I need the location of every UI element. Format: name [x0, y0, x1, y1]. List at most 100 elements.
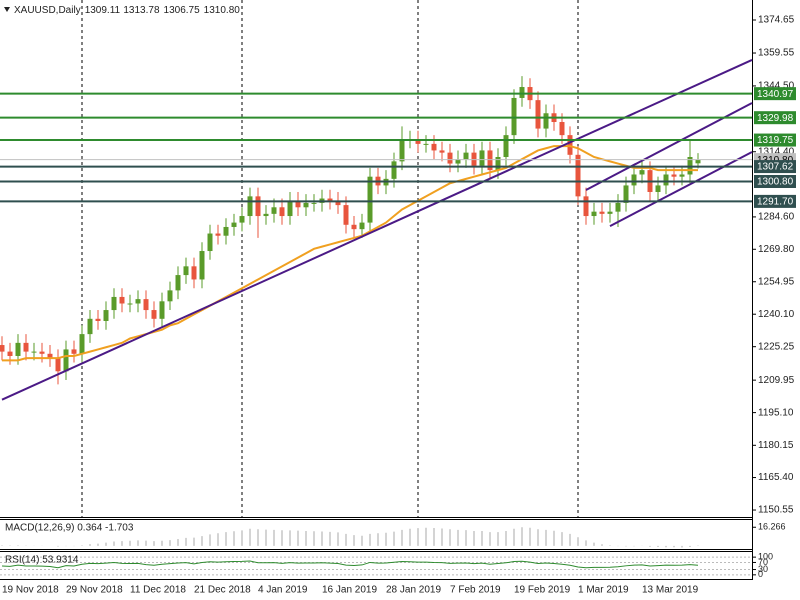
candle-body — [327, 198, 333, 201]
candle-body — [423, 143, 429, 145]
candle-body — [495, 156, 501, 171]
candle-body — [263, 213, 269, 217]
candle-body — [623, 185, 629, 203]
y-tick-label: 1359.55 — [758, 48, 795, 59]
candle-body — [519, 87, 525, 98]
x-tick-label: 1 Mar 2019 — [578, 585, 629, 596]
level-label-box — [754, 133, 796, 147]
candle-body — [103, 310, 109, 321]
candle-body — [95, 318, 101, 321]
x-tick-label: 11 Dec 2018 — [130, 585, 186, 596]
candle-body — [271, 207, 277, 214]
candle-body — [455, 159, 461, 164]
candle-body — [631, 174, 637, 186]
candle-body — [695, 159, 701, 164]
y-tick-label: 1344.50 — [758, 81, 795, 92]
candle-body — [247, 196, 253, 217]
candle-body — [199, 251, 205, 280]
candle-body — [567, 135, 573, 155]
y-tick-label: 1314.40 — [758, 146, 795, 157]
candle-body — [207, 233, 213, 252]
header-value: 1306.75 — [164, 5, 201, 16]
candle-body — [223, 226, 229, 236]
candle-body — [119, 296, 125, 304]
candle-body — [111, 296, 117, 311]
candle-body — [287, 200, 293, 217]
candle-body — [215, 233, 221, 236]
candle-body — [351, 224, 357, 230]
candle-body — [191, 266, 197, 280]
y-tick-label: 1269.80 — [758, 244, 795, 255]
candle-body — [367, 176, 373, 223]
level-label-box — [754, 160, 796, 174]
candle-body — [239, 216, 245, 223]
candle-body — [399, 139, 405, 162]
moving-average — [2, 145, 698, 362]
header-value: 1310.80 — [204, 5, 241, 16]
candle-body — [55, 358, 61, 372]
y-tick-label: 1195.10 — [758, 407, 794, 418]
level-label-box — [754, 111, 796, 125]
candle-body — [39, 351, 45, 354]
level-label: 1340.97 — [757, 89, 794, 100]
x-tick-label: 28 Jan 2019 — [386, 585, 441, 596]
x-tick-label: 13 Mar 2019 — [642, 585, 699, 596]
x-tick-label: 4 Jan 2019 — [258, 585, 308, 596]
indicator-label: RSI(14) 53.9314 — [5, 555, 79, 566]
header-value: 1313.78 — [123, 5, 160, 16]
x-tick-label: 16 Jan 2019 — [322, 585, 377, 596]
x-tick-label: 7 Feb 2019 — [450, 585, 501, 596]
indicator-tick-label: 70 — [758, 557, 768, 567]
candle-body — [639, 170, 645, 175]
candle-body — [47, 353, 53, 359]
candle-body — [23, 342, 29, 352]
candle-body — [591, 211, 597, 217]
trendline — [609, 151, 753, 227]
candle-body — [183, 266, 189, 276]
candle-body — [279, 207, 285, 217]
candle-body — [255, 196, 261, 217]
candle-body — [231, 222, 237, 227]
candle-body — [71, 349, 77, 354]
level-label: 1291.70 — [757, 197, 794, 208]
indicator-tick-label: 16.266 — [758, 522, 786, 532]
candle-body — [303, 202, 309, 208]
level-label-box — [754, 194, 796, 208]
y-tick-label: 1180.15 — [758, 440, 794, 451]
y-tick-label: 1240.10 — [758, 309, 795, 320]
candle-body — [359, 222, 365, 230]
candle-body — [599, 211, 605, 214]
candle-body — [511, 97, 517, 136]
candle-body — [487, 150, 493, 171]
indicator-tick-label: 30 — [758, 564, 768, 574]
candle-body — [15, 342, 21, 356]
candle-body — [0, 345, 5, 352]
candle-body — [159, 301, 165, 319]
header-value: 1309.11 — [85, 5, 121, 16]
x-tick-label: 21 Dec 2018 — [194, 585, 251, 596]
candle-body — [87, 318, 93, 335]
level-label-box — [754, 87, 796, 101]
y-tick-label: 1225.25 — [758, 341, 795, 352]
candle-body — [295, 200, 301, 208]
candle-body — [479, 150, 485, 166]
candle-body — [559, 122, 565, 136]
candle-body — [143, 299, 149, 311]
candle-body — [167, 290, 173, 302]
indicator-label: MACD(12,26,9) 0.364 -1.703 — [5, 523, 134, 534]
x-tick-label: 19 Feb 2019 — [514, 585, 571, 596]
candle-body — [543, 113, 549, 129]
candle-body — [431, 143, 437, 151]
candle-body — [63, 349, 69, 372]
candle-body — [175, 275, 181, 291]
candle-body — [391, 161, 397, 179]
y-tick-label: 1150.55 — [758, 505, 794, 516]
level-label: 1300.80 — [757, 177, 794, 188]
candle-body — [311, 202, 317, 204]
candle-body — [343, 205, 349, 225]
candle-body — [663, 174, 669, 186]
candle-body — [415, 139, 421, 144]
level-label: 1329.98 — [757, 113, 794, 124]
trendline — [1, 59, 753, 401]
rsi-line — [1, 560, 699, 569]
